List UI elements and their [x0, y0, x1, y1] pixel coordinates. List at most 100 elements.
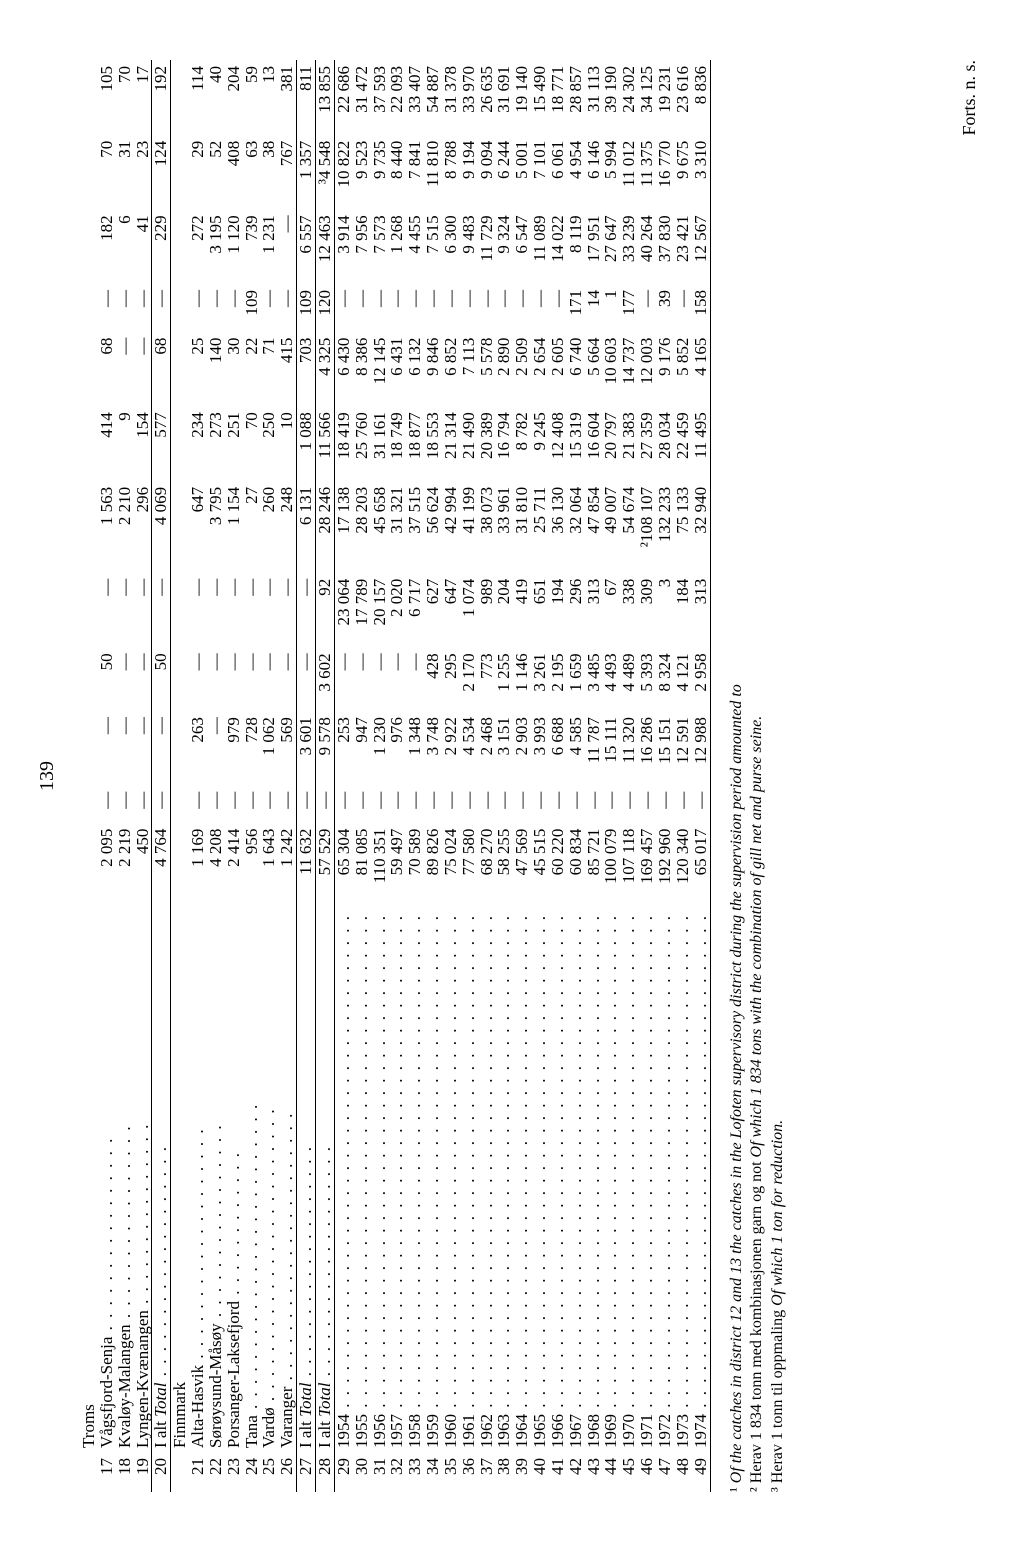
row-label: Lyngen-Kvænangen . . . . . . . . . . . .… [134, 908, 152, 1454]
cell: 2 095 [98, 823, 116, 908]
cell: 273 [207, 406, 225, 481]
cell: 158 [692, 284, 710, 332]
cell: 65 017 [692, 823, 710, 908]
row-index: 17 [98, 1454, 116, 1492]
cell: — [260, 647, 278, 711]
cell: — [116, 711, 134, 786]
cell: 25 [189, 332, 207, 407]
cell: — [297, 647, 316, 711]
cell: 3 795 [207, 481, 225, 573]
cell: — [278, 209, 296, 284]
cell: 4 585 [567, 711, 585, 786]
cell: 6 547 [513, 209, 531, 284]
cell: 15 490 [531, 60, 549, 135]
cell: 47 854 [585, 481, 603, 573]
cell: 20 157 [371, 573, 389, 648]
cell: — [531, 284, 549, 332]
section-header: Troms [80, 908, 98, 1454]
cell: 30 [225, 332, 243, 407]
cell: 21 490 [460, 406, 478, 481]
cell: — [478, 284, 496, 332]
cell: 9 523 [353, 135, 371, 210]
cell: 3 310 [692, 135, 710, 210]
cell: 4 069 [152, 481, 171, 573]
cell: 2 903 [513, 711, 531, 786]
cell: 194 [549, 573, 567, 648]
cell: — [152, 786, 171, 823]
cell: 3 914 [334, 209, 352, 284]
cell: 54 887 [424, 60, 442, 135]
cell: 1 242 [278, 823, 296, 908]
cell: 17 951 [585, 209, 603, 284]
cell: — [371, 786, 389, 823]
row-index: 40 [531, 1454, 549, 1492]
cell: 1 088 [297, 406, 316, 481]
cell: 33 239 [620, 209, 638, 284]
cell: 50 [98, 647, 116, 711]
cell: — [207, 647, 225, 711]
row-index: 44 [602, 1454, 620, 1492]
cell: 24 302 [620, 60, 638, 135]
cell: 204 [495, 573, 513, 648]
cell: 295 [442, 647, 460, 711]
cell: — [116, 786, 134, 823]
cell: 81 085 [353, 823, 371, 908]
cell: 12 567 [692, 209, 710, 284]
row-label: 1964 . . . . . . . . . . . . . . . . . .… [513, 908, 531, 1454]
cell: 6 300 [442, 209, 460, 284]
row-label: 1954 . . . . . . . . . . . . . . . . . .… [334, 908, 352, 1454]
row-label: I alt Total . . . . . . . . . . . . . . … [297, 908, 316, 1454]
cell: — [602, 786, 620, 823]
cell: 9 245 [531, 406, 549, 481]
cell: — [278, 647, 296, 711]
cell: 947 [353, 711, 371, 786]
row-index: 38 [495, 1454, 513, 1492]
cell: — [134, 647, 152, 711]
cell: 5 994 [602, 135, 620, 210]
cell: — [638, 284, 656, 332]
cell: — [278, 284, 296, 332]
cell: — [513, 786, 531, 823]
cell: 77 580 [460, 823, 478, 908]
cell: 54 674 [620, 481, 638, 573]
row-label: Kvaløy-Malangen . . . . . . . . . . . . … [116, 908, 134, 1454]
cell: — [207, 711, 225, 786]
data-table: Troms17Vågsfjord-Senja . . . . . . . . .… [80, 60, 711, 1492]
cell: 109 [243, 284, 261, 332]
cell: 20 389 [478, 406, 496, 481]
cell: 68 [152, 332, 171, 407]
cell: — [297, 573, 316, 648]
cell: 14 [585, 284, 603, 332]
cell: 2 468 [478, 711, 496, 786]
cell: 2 605 [549, 332, 567, 407]
cell: 37 593 [371, 60, 389, 135]
cell: 169 457 [638, 823, 656, 908]
row-index: 23 [225, 1454, 243, 1492]
cell: 9 094 [478, 135, 496, 210]
cell: 647 [442, 573, 460, 648]
row-label: 1972 . . . . . . . . . . . . . . . . . .… [656, 908, 674, 1454]
cell: 68 [98, 332, 116, 407]
cell: 59 497 [388, 823, 406, 908]
cell: — [260, 786, 278, 823]
cell: 8 386 [353, 332, 371, 407]
cell: 263 [189, 711, 207, 786]
cell: 11 012 [620, 135, 638, 210]
cell: 415 [278, 332, 296, 407]
cell: 12 988 [692, 711, 710, 786]
cell: — [189, 786, 207, 823]
cell: 45 658 [371, 481, 389, 573]
cell: 67 [602, 573, 620, 648]
cell: 6 557 [297, 209, 316, 284]
cell: 3 601 [297, 711, 316, 786]
cell: 65 304 [334, 823, 352, 908]
row-index: 22 [207, 1454, 225, 1492]
cell: 32 940 [692, 481, 710, 573]
row-label: 1974 . . . . . . . . . . . . . . . . . .… [692, 908, 710, 1454]
cell: 577 [152, 406, 171, 481]
cell: — [243, 647, 261, 711]
cell: — [278, 786, 296, 823]
cell: — [388, 284, 406, 332]
cell: 6 688 [549, 711, 567, 786]
row-label: 1963 . . . . . . . . . . . . . . . . . .… [495, 908, 513, 1454]
